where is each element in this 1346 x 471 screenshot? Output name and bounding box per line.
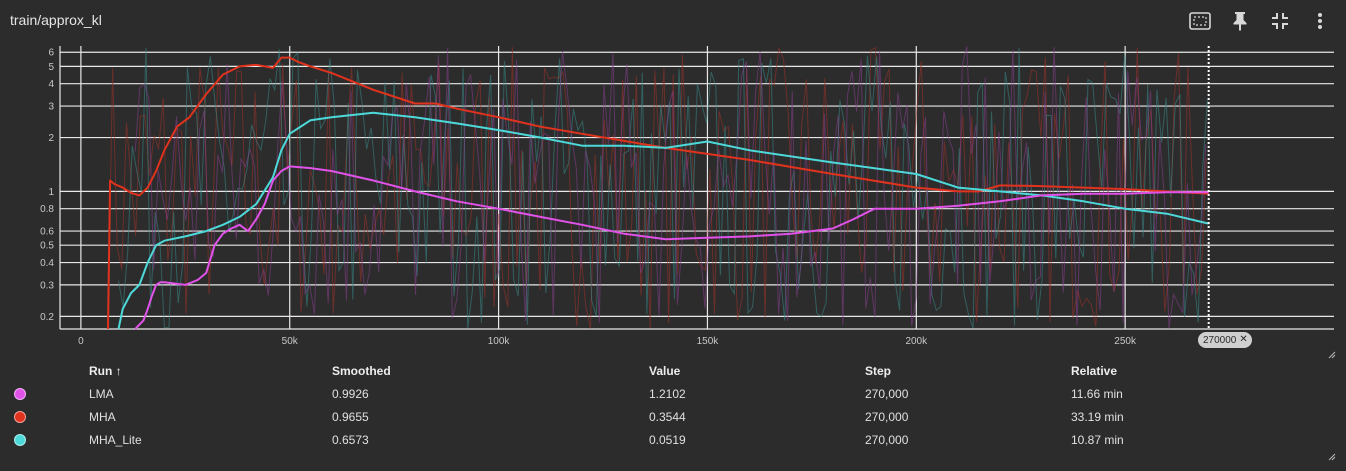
- run-column-header[interactable]: Run ↑: [89, 364, 122, 378]
- relative-time: 33.19 min: [1071, 409, 1124, 424]
- raw-noise-lma: [134, 46, 1207, 329]
- step-value: 270,000: [865, 432, 909, 447]
- collapse-icon: [1272, 13, 1288, 29]
- y-axis-ticks: 0.2 0.3 0.4 0.5 0.6 0.8 1 2 3 4 5 6: [40, 48, 54, 323]
- pin-button[interactable]: [1222, 6, 1258, 36]
- y-tick-label: 3: [48, 102, 54, 113]
- value-column-header[interactable]: Value: [649, 364, 681, 378]
- raw-value: 0.0519: [649, 432, 686, 447]
- collapse-button[interactable]: [1262, 6, 1298, 36]
- close-icon[interactable]: ✕: [1239, 334, 1248, 345]
- card-header: train/approx_kl: [0, 0, 1346, 42]
- raw-value: 0.3544: [649, 409, 686, 424]
- pin-icon: [1233, 12, 1247, 31]
- series-line-mha-lite[interactable]: [117, 111, 1209, 330]
- series-line-lma[interactable]: [134, 165, 1209, 330]
- more-vert-icon: [1318, 13, 1322, 29]
- x-tick-label: 50k: [282, 336, 299, 347]
- y-tick-label: 0.4: [40, 258, 54, 269]
- cursor-step-chip[interactable]: 270000 ✕: [1198, 332, 1252, 348]
- raw-value: 1.2102: [649, 386, 686, 401]
- step-column-header[interactable]: Step: [865, 364, 892, 378]
- x-axis-ticks: 0 50k 100k 150k 200k 250k: [78, 336, 1137, 347]
- relative-time: 10.87 min: [1071, 432, 1124, 447]
- y-tick-label: 0.3: [40, 280, 54, 291]
- line-chart[interactable]: 0.2 0.3 0.4 0.5 0.6 0.8 1 2 3 4 5 6 0 50k 100k 150k 200…: [0, 42, 1346, 350]
- x-tick-label: 200k: [905, 336, 928, 347]
- relative-time: 11.66 min: [1071, 386, 1123, 401]
- color-column-header: [0, 360, 89, 382]
- relative-column-header[interactable]: Relative: [1071, 364, 1118, 378]
- more-options-button[interactable]: [1302, 6, 1338, 36]
- y-tick-label: 0.5: [40, 241, 54, 252]
- table-row: MHA 0.9655 0.3544 270,000 33.19 min: [0, 405, 1346, 428]
- grid-lines: [59, 46, 1334, 330]
- x-tick-label: 250k: [1114, 336, 1137, 347]
- smoothed-value: 0.9926: [332, 386, 369, 401]
- fit-domain-button[interactable]: [1182, 6, 1218, 36]
- x-tick-label: 150k: [697, 336, 720, 347]
- run-name: LMA: [89, 386, 114, 401]
- y-tick-label: 5: [48, 62, 54, 73]
- resize-handle-icon[interactable]: [1328, 351, 1336, 359]
- step-value: 270,000: [865, 386, 909, 401]
- run-name: MHA: [89, 409, 116, 424]
- run-name: MHA_Lite: [89, 432, 142, 447]
- run-color-swatch: [14, 388, 26, 401]
- y-tick-label: 1: [48, 187, 54, 198]
- smoothed-column-header[interactable]: Smoothed: [332, 364, 391, 378]
- card-toolbar: [1182, 6, 1338, 36]
- y-tick-label: 0.6: [40, 227, 54, 238]
- cursor-step-label: 270000: [1203, 334, 1237, 346]
- table-header-row: Run ↑ Smoothed Value Step Relative: [0, 360, 1346, 382]
- step-value: 270,000: [865, 409, 909, 424]
- x-tick-label: 100k: [488, 336, 511, 347]
- y-tick-label: 0.8: [40, 204, 54, 215]
- fit-domain-icon: [1189, 12, 1211, 30]
- smoothed-value: 0.9655: [332, 409, 369, 424]
- run-color-swatch: [14, 411, 26, 424]
- series-line-mha[interactable]: [107, 56, 1209, 330]
- chart-title: train/approx_kl: [10, 12, 102, 28]
- raw-noise-mha-lite: [118, 47, 1208, 329]
- table-row: MHA_Lite 0.6573 0.0519 270,000 10.87 min: [0, 428, 1346, 451]
- run-color-swatch: [14, 434, 26, 447]
- table-row: LMA 0.9926 1.2102 270,000 11.66 min: [0, 382, 1346, 405]
- y-tick-label: 2: [48, 133, 54, 144]
- y-tick-label: 6: [48, 48, 54, 59]
- y-tick-label: 4: [48, 79, 54, 90]
- series-layer: [107, 56, 1209, 330]
- y-tick-label: 0.2: [40, 312, 54, 323]
- x-tick-label: 0: [78, 336, 84, 347]
- runs-table: Run ↑ Smoothed Value Step Relative LMA 0…: [0, 360, 1346, 451]
- raw-noise-layer: [107, 46, 1208, 330]
- resize-handle-icon[interactable]: [1328, 453, 1336, 461]
- smoothed-value: 0.6573: [332, 432, 369, 447]
